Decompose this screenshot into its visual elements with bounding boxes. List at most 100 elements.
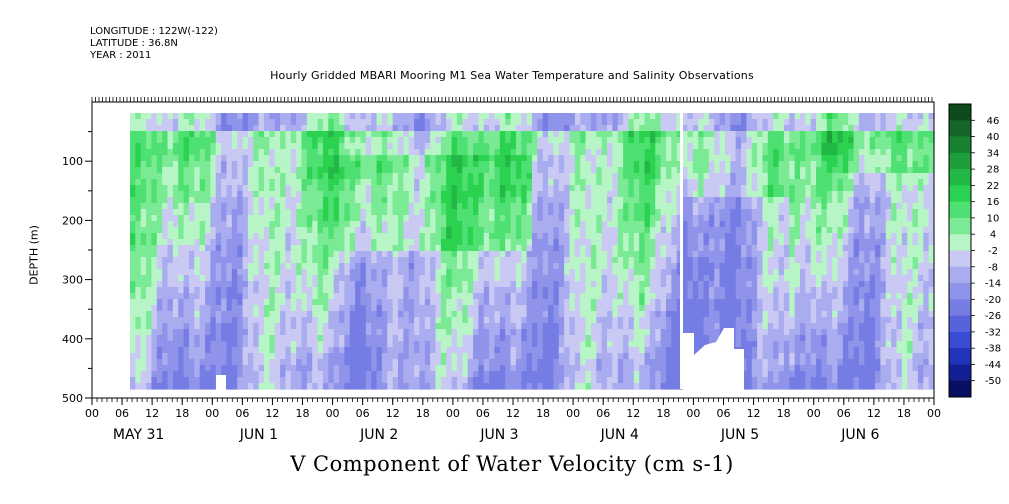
heatmap-cell xyxy=(515,179,522,186)
heatmap-cell xyxy=(178,305,185,312)
heatmap-cell xyxy=(440,293,447,300)
heatmap-cell xyxy=(349,329,356,336)
heatmap-cell xyxy=(671,305,678,312)
heatmap-cell xyxy=(322,347,329,354)
heatmap-cell xyxy=(237,161,244,168)
heatmap-cell xyxy=(269,347,276,354)
heatmap-cell xyxy=(473,299,479,306)
heatmap-cell xyxy=(473,293,479,300)
heatmap-cell xyxy=(365,383,372,390)
heatmap-cell xyxy=(322,113,329,120)
heatmap-cell xyxy=(408,317,415,324)
heatmap-cell xyxy=(258,215,265,222)
heatmap-cell xyxy=(339,251,345,258)
heatmap-cell xyxy=(146,161,153,168)
heatmap-cell xyxy=(682,131,689,138)
heatmap-cell xyxy=(515,191,522,198)
heatmap-cell xyxy=(328,317,335,324)
heatmap-cell xyxy=(590,293,597,300)
heatmap-cell xyxy=(430,155,437,162)
heatmap-cell xyxy=(135,269,142,276)
heatmap-cell xyxy=(328,191,335,198)
heatmap-cell xyxy=(548,125,555,132)
heatmap-cell xyxy=(424,149,431,156)
heatmap-cell xyxy=(156,335,163,342)
heatmap-cell xyxy=(264,215,270,222)
heatmap-cell xyxy=(231,131,238,138)
heatmap-cell xyxy=(569,335,576,342)
heatmap-cell xyxy=(301,149,308,156)
heatmap-cell xyxy=(285,215,292,222)
heatmap-cell xyxy=(360,251,367,258)
heatmap-cell xyxy=(456,179,463,186)
heatmap-cell xyxy=(317,341,324,348)
heatmap-cell xyxy=(188,227,195,234)
heatmap-cell xyxy=(269,191,276,198)
heatmap-cell xyxy=(628,119,635,126)
heatmap-cell xyxy=(703,323,710,330)
heatmap-cell xyxy=(564,377,571,384)
heatmap-cell xyxy=(205,215,211,222)
heatmap-cell xyxy=(558,113,565,120)
heatmap-cell xyxy=(146,269,153,276)
heatmap-cell xyxy=(398,119,404,126)
heatmap-cell xyxy=(521,359,528,366)
heatmap-cell xyxy=(510,167,517,174)
heatmap-cell xyxy=(355,293,362,300)
heatmap-cell xyxy=(494,185,501,192)
heatmap-cell xyxy=(151,239,158,246)
heatmap-cell xyxy=(333,149,340,156)
heatmap-cell xyxy=(140,287,147,294)
heatmap-cell xyxy=(296,365,303,372)
heatmap-cell xyxy=(666,215,672,222)
heatmap-cell xyxy=(623,251,630,258)
heatmap-cell xyxy=(596,311,603,318)
heatmap-cell xyxy=(414,263,421,270)
heatmap-cell xyxy=(178,143,185,150)
heatmap-cell xyxy=(633,275,640,282)
heatmap-cell xyxy=(414,335,421,342)
heatmap-cell xyxy=(317,203,324,210)
heatmap-cell xyxy=(532,113,538,120)
heatmap-cell xyxy=(553,377,560,384)
heatmap-cell xyxy=(692,293,699,300)
heatmap-cell xyxy=(178,383,185,390)
heatmap-cell xyxy=(590,227,597,234)
heatmap-cell xyxy=(569,125,576,132)
heatmap-cell xyxy=(612,119,619,126)
heatmap-cell xyxy=(408,119,415,126)
heatmap-cell xyxy=(580,215,587,222)
heatmap-cell xyxy=(671,203,678,210)
heatmap-cell xyxy=(205,227,211,234)
heatmap-cell xyxy=(328,113,335,120)
heatmap-cell xyxy=(285,227,292,234)
heatmap-cell xyxy=(440,203,447,210)
heatmap-cell xyxy=(526,197,533,204)
heatmap-cell xyxy=(247,383,254,390)
heatmap-cell xyxy=(639,149,646,156)
heatmap-cell xyxy=(151,215,158,222)
heatmap-cell xyxy=(580,203,587,210)
heatmap-cell xyxy=(264,365,270,372)
heatmap-cell xyxy=(371,287,378,294)
heatmap-cell xyxy=(414,191,421,198)
heatmap-cell xyxy=(339,269,345,276)
heatmap-cell xyxy=(392,197,399,204)
heatmap-cell xyxy=(548,197,555,204)
heatmap-cell xyxy=(558,257,565,264)
heatmap-cell xyxy=(574,377,581,384)
heatmap-cell xyxy=(274,137,281,144)
heatmap-cell xyxy=(151,221,158,228)
heatmap-cell xyxy=(258,263,265,270)
heatmap-cell xyxy=(247,251,254,258)
heatmap-cell xyxy=(398,227,404,234)
heatmap-cell xyxy=(537,299,544,306)
heatmap-cell xyxy=(290,245,297,252)
heatmap-cell xyxy=(467,149,474,156)
heatmap-cell xyxy=(580,191,587,198)
heatmap-cell xyxy=(205,257,211,264)
heatmap-cell xyxy=(328,281,335,288)
heatmap-cell xyxy=(322,227,329,234)
heatmap-cell xyxy=(403,263,410,270)
heatmap-cell xyxy=(178,299,185,306)
